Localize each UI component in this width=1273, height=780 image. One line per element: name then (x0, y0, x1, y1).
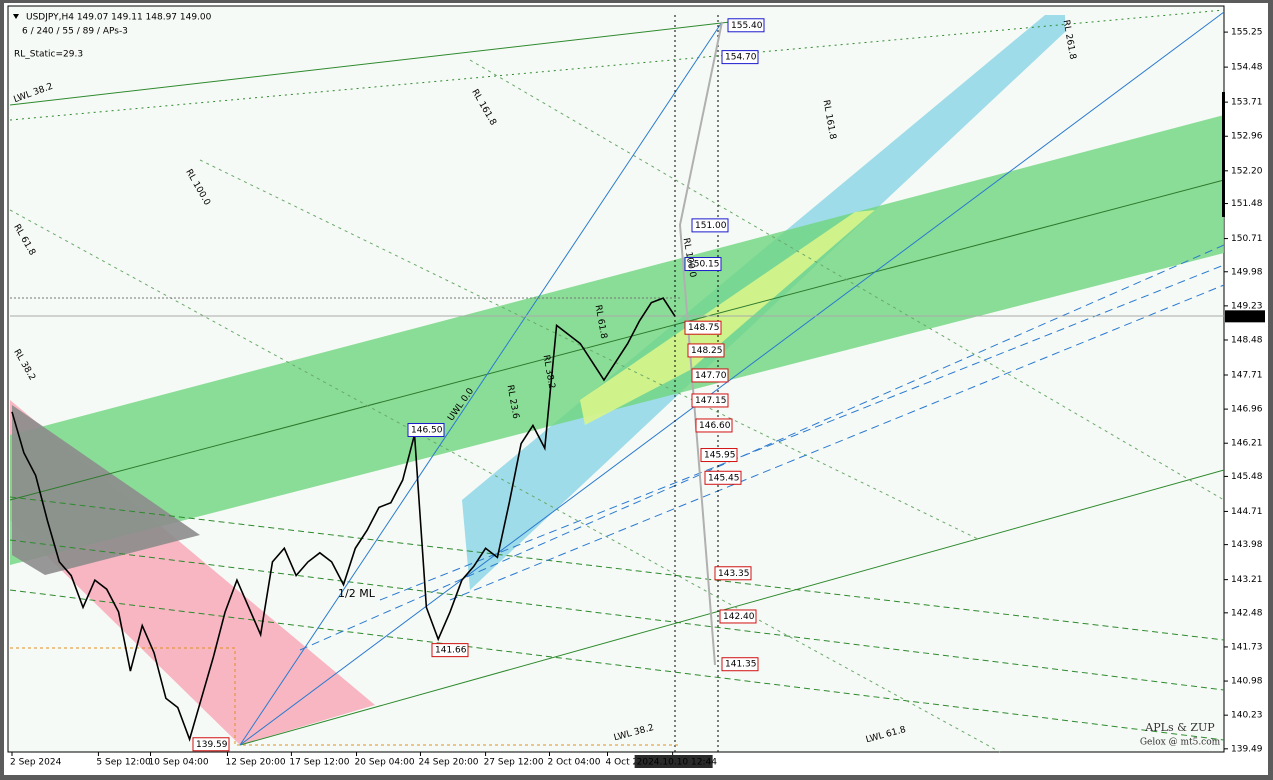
y-tick-label: 143.21 (1231, 575, 1263, 585)
x-tick-label: 2024.10.10 12:44 (637, 758, 718, 768)
dotted-line (469, 59, 1225, 501)
y-tick-label: 144.71 (1231, 507, 1263, 517)
y-tick-label: 145.48 (1231, 472, 1263, 482)
price-label-box (719, 609, 757, 624)
price-label-box (684, 320, 722, 335)
price-label-box (431, 643, 469, 658)
blue-dashed (449, 284, 1225, 601)
y-tick-label: 140.23 (1231, 711, 1263, 721)
dotted-line (9, 209, 1001, 753)
price-label: 148.25 (691, 346, 723, 356)
dotted-line (9, 9, 1225, 121)
x-tick-label: 24 Sep 20:00 (418, 758, 478, 768)
dropdown-icon[interactable] (13, 14, 19, 19)
price-label: 145.95 (704, 451, 736, 461)
blue-line (239, 21, 723, 746)
price-label: 145.45 (708, 473, 740, 483)
price-label-box (714, 566, 752, 581)
price-label-box (727, 18, 765, 33)
x-tick-label: 5 Sep 12:00 (96, 758, 151, 768)
price-label-box (721, 657, 759, 672)
y-tick-label: 153.71 (1231, 98, 1263, 108)
price-label: 147.15 (695, 396, 727, 406)
watermark: Gelox @ mt5.com (1140, 738, 1221, 748)
price-label-box (691, 218, 729, 233)
price-label-box (704, 470, 742, 485)
y-tick-label: 155.25 (1231, 28, 1263, 38)
x-tick-label: 2 Sep 2024 (10, 758, 62, 768)
y-tick-label: 152.20 (1231, 166, 1263, 176)
dashed-line (9, 539, 1225, 691)
y-tick-label: 152.96 (1231, 132, 1263, 142)
current-price-label: 149.00 (1229, 312, 1261, 322)
y-tick-label: 148.48 (1231, 335, 1263, 345)
y-tick-label: 142.48 (1231, 608, 1263, 618)
price-label: 141.66 (435, 646, 467, 656)
x-tick-label: 27 Sep 12:00 (484, 758, 544, 768)
price-label: 151.00 (695, 221, 727, 231)
price-label: 148.75 (688, 323, 720, 333)
price-label-box (691, 393, 729, 408)
gray-line (678, 21, 723, 666)
x-tick-label: 4 Oct 20:00 (606, 758, 659, 768)
dashed-line (9, 496, 1225, 641)
y-tick-label: 149.23 (1231, 301, 1263, 311)
channel-line (9, 21, 731, 106)
price-label: 141.35 (725, 660, 757, 670)
dashed-line (9, 589, 1225, 741)
price-label-box (695, 418, 733, 433)
y-tick-label: 140.98 (1231, 677, 1263, 687)
line-label: 1/2 ML (338, 587, 376, 600)
price-label-box (721, 50, 759, 65)
y-tick-label: 143.98 (1231, 540, 1263, 550)
params: 6 / 240 / 55 / 89 / APs-3 (22, 27, 128, 37)
price-label: 146.60 (699, 421, 731, 431)
price-label-box (691, 368, 729, 383)
dotted-line (199, 159, 981, 541)
scroll-marker (1222, 92, 1225, 217)
price-line (11, 297, 676, 742)
drawings (9, 9, 1225, 753)
y-tick-label: 151.48 (1231, 199, 1263, 209)
y-tick-label: 150.71 (1231, 234, 1263, 244)
time-marker (634, 755, 713, 768)
x-tick-label: 12 Sep 20:00 (225, 758, 285, 768)
price-label: 150.15 (688, 260, 720, 270)
price-label: 142.40 (723, 612, 755, 622)
y-tick-label: 154.48 (1231, 63, 1263, 73)
y-tick-label: 146.21 (1231, 439, 1263, 449)
price-label-box (192, 737, 230, 752)
price-label: 154.70 (725, 53, 757, 63)
channel-line (239, 469, 1225, 746)
current-price-box (1225, 310, 1265, 323)
y-tick-label: 141.73 (1231, 642, 1263, 652)
price-label-box (700, 448, 738, 463)
yellow-zone (580, 210, 875, 425)
price-label-box (684, 257, 722, 272)
symbol-line: USDJPY,H4 149.07 149.11 148.97 149.00 (26, 13, 212, 23)
y-tick-label: 149.98 (1231, 267, 1263, 277)
blue-dashed (379, 264, 1225, 601)
watermark: APLs & ZUP (1144, 721, 1215, 734)
x-tick-label: 20 Sep 04:00 (355, 758, 415, 768)
price-label: 147.70 (695, 371, 727, 381)
price-label-box (407, 423, 445, 438)
gray-zone (12, 405, 200, 575)
rl-static: RL_Static=29.3 (14, 50, 83, 60)
price-label: 143.35 (718, 569, 750, 579)
price-label: 146.50 (411, 426, 443, 436)
x-tick-label: 10 Sep 04:00 (149, 758, 209, 768)
blue-line (239, 11, 1225, 746)
price-label-box (687, 343, 725, 358)
price-label: 155.40 (731, 21, 763, 31)
x-tick-label: 2 Oct 04:00 (548, 758, 601, 768)
y-tick-label: 139.49 (1231, 744, 1263, 754)
x-tick-label: 17 Sep 12:00 (289, 758, 349, 768)
median-line (9, 179, 1225, 501)
price-label: 139.59 (196, 740, 228, 750)
y-tick-label: 147.71 (1231, 370, 1263, 380)
y-tick-label: 146.96 (1231, 405, 1263, 415)
